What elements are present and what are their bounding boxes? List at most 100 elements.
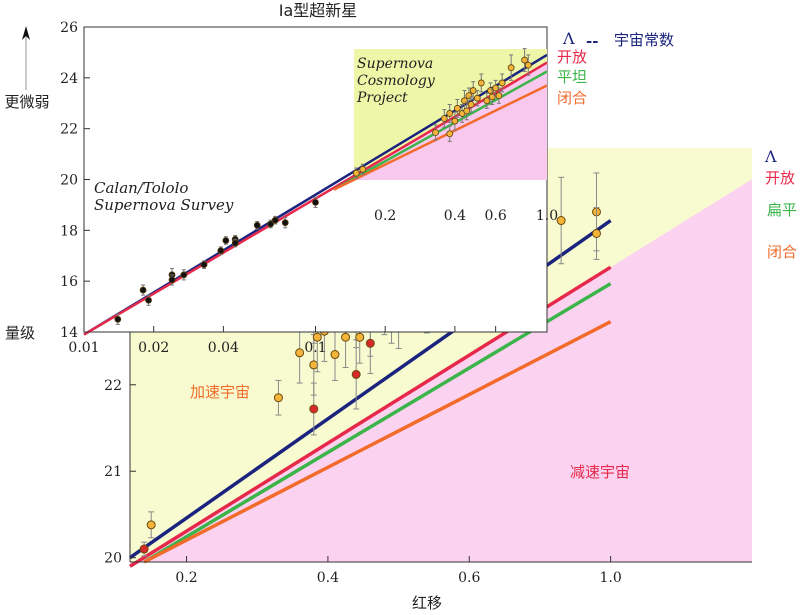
- main-legend-flat: 扁平: [767, 201, 797, 219]
- inset-data-point: [217, 246, 225, 255]
- inset-legend-flat: 平坦: [557, 68, 587, 86]
- data-marker: [217, 247, 225, 255]
- data-marker: [467, 101, 475, 108]
- inset-x-tick-label: 0.4: [444, 208, 466, 224]
- inset-y-tick-label: 26: [60, 20, 78, 36]
- inset-data-point: [281, 217, 289, 229]
- data-marker: [139, 544, 149, 554]
- inset-data-point: [451, 111, 459, 131]
- inset-data-point: [432, 124, 439, 141]
- main-x-tick-label: 0.6: [458, 570, 480, 586]
- inset-data-point: [446, 104, 454, 123]
- inset-data-point: [114, 313, 122, 325]
- calan-label-1: Calan/Tololo: [94, 179, 188, 197]
- main-y-tick-label: 22: [104, 378, 122, 394]
- data-marker: [507, 64, 515, 72]
- data-marker: [469, 87, 477, 94]
- data-marker: [180, 271, 188, 279]
- inset-plot-points: [114, 48, 532, 325]
- inset-x-tick-label: 0.04: [208, 340, 239, 356]
- main-y-tick-label: 21: [104, 464, 122, 480]
- data-marker: [451, 117, 459, 125]
- data-marker: [592, 228, 601, 238]
- scp-label-3: Project: [356, 90, 408, 106]
- main-data-point: [146, 511, 156, 539]
- inset-legend-closed: 闭合: [557, 89, 587, 107]
- inset-x-tick-label: 0.02: [138, 340, 169, 356]
- inset-y-tick-label: 18: [60, 223, 78, 239]
- main-data-point: [295, 322, 305, 384]
- data-marker: [521, 56, 528, 64]
- decelerating-region-label: 减速宇宙: [570, 463, 630, 481]
- main-plot-axes: 0.2 0.4 0.6 1.0 20 21 22: [104, 310, 752, 586]
- main-data-point: [139, 541, 149, 557]
- data-marker: [359, 165, 367, 173]
- data-marker: [231, 239, 239, 247]
- inset-series-line-3: [333, 70, 548, 191]
- main-data-point: [309, 382, 319, 436]
- inset-data-point: [446, 125, 454, 142]
- inset-legend-open: 开放: [557, 48, 587, 66]
- data-marker: [309, 404, 319, 414]
- main-data-point: [273, 379, 283, 416]
- inset-data-point: [145, 294, 152, 306]
- main-data-point: [592, 207, 601, 260]
- data-marker: [312, 198, 319, 206]
- inset-y-tick-label: 20: [60, 173, 78, 189]
- data-marker: [352, 169, 360, 177]
- inset-legend-lambda: Λ: [562, 29, 575, 48]
- data-marker: [355, 332, 365, 342]
- inset-data-point: [521, 48, 528, 72]
- chart-title: Ⅰa型超新星: [279, 1, 358, 20]
- data-marker: [477, 79, 485, 87]
- inset-data-point: [498, 73, 506, 93]
- data-marker: [432, 129, 439, 136]
- inset-data-point: [180, 269, 188, 281]
- data-marker: [168, 276, 176, 284]
- inset-x-tick-label: 0.01: [68, 340, 99, 356]
- inset-x-tick-label: 0.1: [304, 340, 326, 356]
- data-marker: [351, 369, 361, 379]
- inset-y-tick-label: 14: [60, 325, 78, 341]
- decelerating-region: [130, 179, 752, 567]
- data-marker: [463, 107, 471, 115]
- inset-y-tick-label: 22: [60, 122, 78, 138]
- data-marker: [524, 61, 532, 69]
- data-marker: [139, 286, 147, 294]
- inset-data-point: [139, 284, 147, 296]
- inset-series-line-4: [333, 84, 548, 191]
- main-data-point: [341, 306, 351, 368]
- data-marker: [281, 219, 289, 227]
- data-marker: [446, 130, 454, 138]
- main-data-point: [556, 176, 566, 265]
- inset-data-point: [507, 54, 515, 81]
- inset-data-point: [200, 260, 208, 269]
- data-marker: [273, 393, 283, 403]
- inset-plot-lines: [83, 53, 548, 336]
- main-x-tick-label: 0.4: [317, 570, 339, 586]
- inset-data-point: [352, 167, 360, 179]
- inset-data-point: [463, 101, 471, 121]
- inset-data-point: [473, 90, 481, 107]
- main-legend-open: 开放: [765, 169, 795, 187]
- scp-label-2: Cosmology: [357, 73, 436, 89]
- data-marker: [146, 520, 156, 530]
- data-marker: [271, 216, 279, 224]
- inset-y-tick-label: 16: [60, 274, 78, 290]
- inset-data-point: [467, 96, 475, 113]
- data-marker: [453, 104, 461, 112]
- inset-data-point: [492, 79, 500, 97]
- data-marker: [483, 97, 491, 105]
- data-marker: [498, 79, 506, 87]
- data-marker: [488, 93, 496, 101]
- inset-data-point: [168, 274, 176, 286]
- inset-data-point: [477, 73, 485, 93]
- accelerating-region-label: 加速宇宙: [190, 383, 250, 401]
- calan-label-2: Supernova Survey: [94, 196, 234, 214]
- inset-x-tick-label: 0.2: [374, 208, 396, 224]
- inset-plot-background: [83, 26, 548, 333]
- data-marker: [145, 296, 152, 304]
- inset-data-point: [495, 87, 503, 104]
- main-data-point: [351, 339, 361, 410]
- main-x-axis-label: 红移: [412, 594, 442, 612]
